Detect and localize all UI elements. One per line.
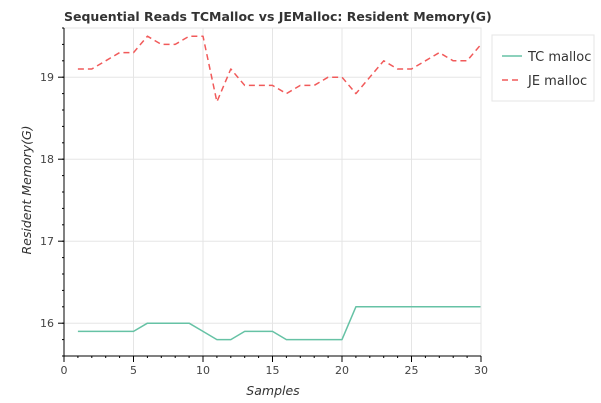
x-tick-label: 20 xyxy=(335,364,349,377)
x-tick-label: 0 xyxy=(61,364,68,377)
x-tick-label: 5 xyxy=(130,364,137,377)
series-line-je-malloc xyxy=(77,35,482,103)
y-axis-label: Resident Memory(G) xyxy=(19,125,34,254)
y-tick-label: 17 xyxy=(40,235,54,248)
x-axis-label: Samples xyxy=(246,383,300,398)
x-tick-label: 10 xyxy=(196,364,210,377)
series-line-tc-malloc xyxy=(77,306,481,341)
chart-title: Sequential Reads TCMalloc vs JEMalloc: R… xyxy=(64,9,492,24)
y-tick-label: 19 xyxy=(40,71,54,84)
legend: TC malloc JE malloc xyxy=(491,34,595,102)
x-tick-label: 15 xyxy=(266,364,280,377)
y-tick-label: 16 xyxy=(40,317,54,330)
x-tick-label: 30 xyxy=(474,364,488,377)
x-tick-label: 25 xyxy=(405,364,419,377)
series-layer xyxy=(77,35,482,341)
y-tick-label: 18 xyxy=(40,153,54,166)
legend-label-tc-malloc: TC malloc xyxy=(527,50,591,65)
x-ticks: 0 5 10 15 20 25 30 xyxy=(61,356,488,377)
legend-box xyxy=(491,34,595,102)
y-ticks: 16 17 18 19 xyxy=(40,27,64,357)
legend-label-je-malloc: JE malloc xyxy=(527,74,587,89)
